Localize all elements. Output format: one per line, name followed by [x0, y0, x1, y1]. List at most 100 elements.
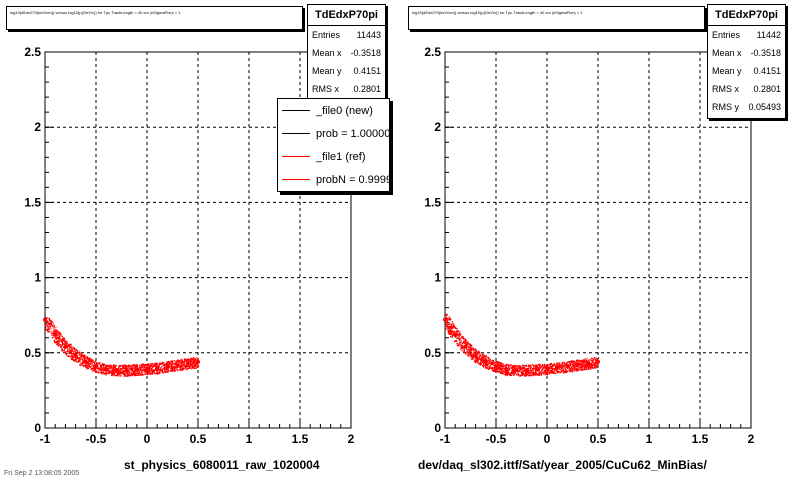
- scatter-dot: [508, 368, 510, 370]
- scatter-dot: [596, 365, 598, 367]
- scatter-dot: [45, 328, 47, 330]
- scatter-dot: [538, 372, 540, 375]
- scatter-dot: [173, 368, 175, 371]
- scatter-dot: [144, 367, 146, 369]
- scatter-dot: [74, 356, 76, 358]
- scatter-dot: [540, 373, 542, 375]
- scatter-dot: [190, 361, 192, 363]
- scatter-dot: [545, 372, 548, 374]
- scatter-dot: [464, 341, 466, 343]
- scatter-dot: [78, 357, 80, 359]
- scatter-dot: [70, 347, 72, 349]
- stats-label: Entries: [712, 30, 741, 40]
- scatter-dot: [166, 371, 168, 373]
- scatter-dot: [77, 356, 79, 358]
- scatter-dot: [124, 369, 127, 371]
- scatter-dot: [96, 367, 98, 369]
- y-tick-label: 0: [34, 421, 41, 435]
- scatter-dot: [558, 365, 560, 368]
- scatter-dot: [160, 370, 162, 372]
- scatter-dot: [548, 366, 550, 369]
- scatter-dot: [505, 363, 507, 365]
- scatter-dot: [585, 360, 587, 362]
- scatter-dot: [191, 364, 193, 366]
- scatter-dot: [536, 369, 538, 371]
- scatter-dot: [475, 353, 477, 355]
- scatter-dot: [174, 367, 177, 369]
- scatter-dot: [546, 373, 548, 375]
- scatter-dot: [528, 370, 530, 372]
- scatter-dot: [503, 367, 505, 369]
- scatter-dot: [144, 364, 146, 366]
- scatter-dot: [101, 366, 103, 368]
- scatter-dot: [569, 367, 571, 369]
- scatter-dot: [192, 357, 194, 360]
- scatter-dot: [594, 361, 597, 363]
- scatter-dot: [500, 366, 502, 368]
- scatter-dot: [501, 369, 503, 371]
- scatter-dot: [581, 368, 584, 370]
- scatter-dot: [103, 371, 105, 373]
- scatter-dot: [450, 327, 453, 329]
- scatter-dot: [107, 372, 109, 374]
- scatter-dot: [461, 346, 463, 349]
- scatter-dot: [194, 364, 196, 366]
- scatter-dot: [158, 362, 160, 364]
- scatter-dot: [479, 363, 481, 365]
- scatter-dot: [553, 364, 555, 366]
- scatter-dot: [151, 373, 153, 375]
- scatter-dot: [183, 362, 186, 364]
- scatter-dot: [458, 331, 460, 333]
- scatter-dot: [569, 360, 571, 363]
- scatter-dot: [87, 368, 89, 370]
- scatter-dot: [194, 365, 196, 367]
- scatter-dot: [510, 364, 512, 366]
- scatter-dot: [549, 367, 551, 369]
- scatter-dot: [488, 358, 490, 360]
- scatter-dot: [492, 370, 494, 372]
- scatter-dot: [556, 368, 558, 370]
- scatter-dot: [197, 366, 199, 368]
- scatter-dot: [514, 366, 516, 368]
- scatter-dot: [140, 366, 142, 368]
- scatter-dot: [519, 367, 521, 369]
- scatter-dot: [196, 364, 198, 366]
- scatter-dot: [191, 357, 193, 360]
- scatter-dot: [90, 362, 92, 364]
- stats-row: RMS x 0.2801: [708, 80, 785, 98]
- scatter-dot: [562, 365, 564, 367]
- scatter-dot: [168, 362, 170, 364]
- scatter-dot: [473, 354, 475, 356]
- scatter-dot: [495, 366, 498, 368]
- scatter-dot: [552, 370, 554, 373]
- scatter-dot: [456, 337, 459, 339]
- scatter-dot: [559, 365, 561, 367]
- scatter-dot: [460, 345, 462, 347]
- scatter-dot: [92, 368, 94, 370]
- scatter-dot: [121, 372, 123, 374]
- scatter-dot: [588, 367, 590, 369]
- scatter-dot: [61, 349, 63, 351]
- scatter-dot: [133, 364, 135, 366]
- scatter-dot: [130, 374, 132, 376]
- scatter-dot: [583, 360, 586, 363]
- scatter-dot: [470, 351, 472, 354]
- scatter-dot: [477, 361, 479, 364]
- x-tick-label: 1: [646, 432, 653, 446]
- scatter-dot: [173, 362, 175, 364]
- scatter-dot: [192, 364, 194, 366]
- scatter-dot: [122, 372, 124, 374]
- scatter-dot: [71, 353, 73, 355]
- scatter-dot: [464, 339, 466, 341]
- scatter-dot: [137, 371, 139, 373]
- scatter-dot: [96, 365, 98, 367]
- scatter-dot: [147, 370, 150, 372]
- scatter-dot: [59, 337, 61, 339]
- scatter-dot: [190, 357, 192, 359]
- scatter-dot: [555, 369, 557, 371]
- scatter-dot: [548, 365, 550, 367]
- scatter-dot: [190, 360, 192, 362]
- scatter-dot: [541, 367, 543, 369]
- scatter-dot: [466, 348, 468, 350]
- scatter-dot: [157, 366, 159, 368]
